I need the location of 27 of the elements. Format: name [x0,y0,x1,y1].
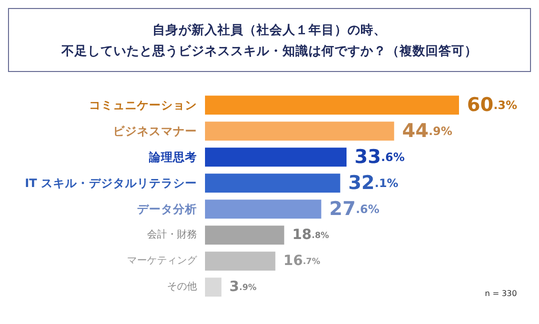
bar [205,174,340,193]
chart-subtitle: 不足していたと思うビジネススキル・知識は何ですか？（複数回答可） [62,42,478,60]
text: n = 330 [484,289,517,298]
bar [205,148,347,167]
bar [205,226,284,245]
data-label: 44.9% [402,120,453,142]
bar [205,278,222,297]
data-label: 60.3% [467,94,518,116]
y-tick-label: コミュニケーション [89,98,197,112]
bar [205,96,459,115]
y-tick-label: マーケティング [127,256,198,266]
bar [205,122,394,141]
y-tick-label: データ分析 [137,202,197,216]
data-label: 3.9% [229,279,258,296]
chart-title: 自身が新入社員（社会人１年目）の時、 [152,21,386,39]
data-label: 27.6% [329,198,380,220]
data-label: 16.7% [283,253,321,270]
y-tick-label: ビジネスマナー [113,124,197,138]
data-label: 18.8% [292,227,330,244]
data-label: 33.6% [354,146,406,168]
y-tick-label: 会計・財務 [147,228,197,240]
y-tick-label: 論理思考 [148,150,197,164]
bar [205,200,322,219]
y-tick-label: その他 [167,280,197,292]
bar [205,252,276,271]
data-label: 32.1% [348,172,399,194]
y-tick-label: IT スキル・デジタルリテラシー [24,176,197,190]
